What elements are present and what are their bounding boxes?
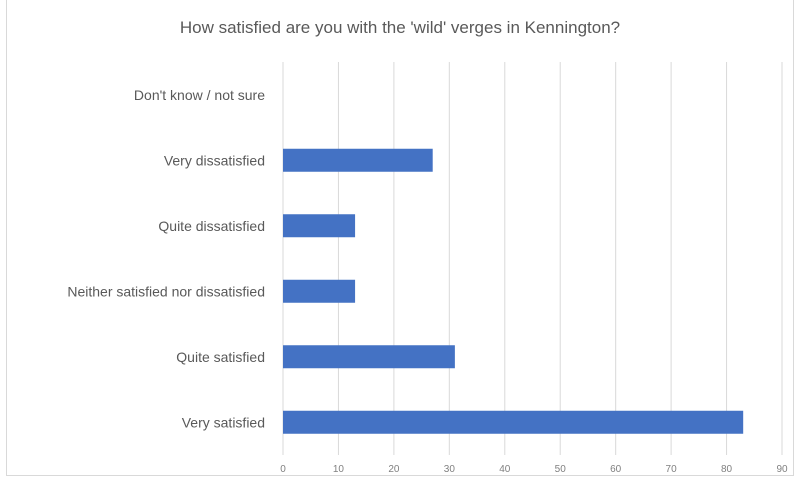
x-tick-label: 40 — [499, 464, 511, 475]
category-label: Very dissatisfied — [164, 152, 265, 168]
category-label: Neither satisfied nor dissatisfied — [67, 283, 265, 299]
x-tick-label: 60 — [610, 464, 622, 475]
x-tick-label: 0 — [280, 464, 286, 475]
bar — [283, 214, 356, 238]
x-tick-label: 70 — [666, 464, 678, 475]
x-tick-labels: 0 10 20 30 40 50 60 70 80 90 — [280, 464, 788, 475]
gridlines — [282, 62, 783, 455]
x-tick-label: 90 — [776, 464, 788, 475]
category-label: Don't know / not sure — [134, 87, 265, 103]
category-label: Very satisfied — [182, 414, 265, 430]
bar — [283, 279, 356, 303]
bar — [283, 410, 744, 434]
bar — [283, 148, 433, 172]
category-label: Quite dissatisfied — [158, 218, 265, 234]
bars — [283, 148, 744, 434]
chart-frame — [6, 0, 794, 476]
x-tick-label: 80 — [721, 464, 733, 475]
x-tick-label: 30 — [444, 464, 456, 475]
chart-title: How satisfied are you with the 'wild' ve… — [179, 18, 621, 37]
bar — [283, 345, 455, 369]
x-tick-label: 10 — [333, 464, 345, 475]
x-tick-label: 50 — [555, 464, 567, 475]
category-label: Quite satisfied — [176, 349, 265, 365]
category-labels: Don't know / not sure Very dissatisfied Qu… — [67, 87, 265, 431]
x-tick-label: 20 — [388, 464, 400, 475]
